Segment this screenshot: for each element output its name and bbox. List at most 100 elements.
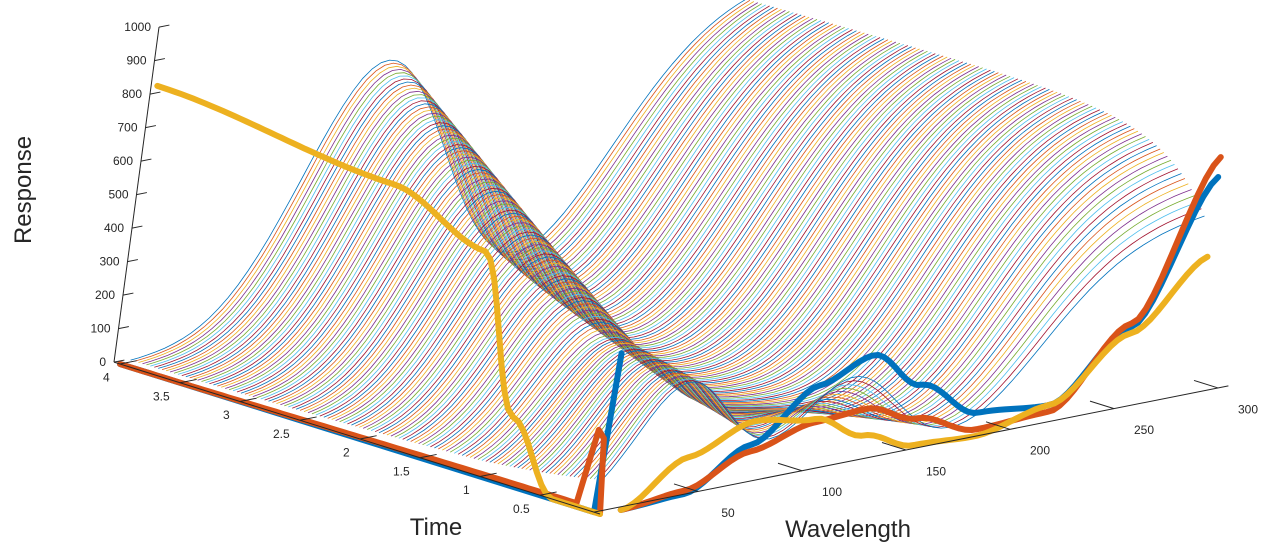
surface-line: [232, 28, 849, 392]
surface-line: [165, 8, 782, 372]
surface-line: [252, 33, 869, 397]
surface-line: [256, 34, 873, 399]
surface-line: [426, 86, 1042, 447]
y-tick-label: 1.5: [393, 464, 410, 478]
labels-group: 50 100 150 200 250 300 0.5 1 1.5 2 2.5 3 3.5 4 0 100 200…: [90, 20, 1258, 520]
y-tick: [419, 453, 437, 459]
z-tick-label: 300: [99, 255, 119, 269]
surface-line: [185, 14, 802, 378]
wavelength-profile-line: [617, 154, 1224, 513]
z-tick: [131, 225, 143, 229]
surface-line: [244, 31, 861, 395]
surface-line: [268, 38, 885, 402]
z-tick-label: 600: [113, 154, 133, 168]
surface-line: [236, 29, 853, 393]
surface-line: [169, 10, 786, 373]
surface-line: [264, 37, 881, 401]
surface-line: [485, 109, 1101, 462]
y-tick-label: 2.5: [273, 427, 290, 441]
surface-line: [545, 145, 1157, 474]
z-tick: [158, 24, 170, 28]
z-tick: [118, 326, 129, 330]
surface-line: [465, 100, 1081, 457]
axes-group: [113, 24, 1229, 515]
surface-line: [177, 12, 794, 375]
surface-line: [418, 83, 1034, 445]
surface-lines-group: [130, 0, 1205, 481]
surface-line: [272, 39, 889, 403]
surface-line: [161, 7, 778, 370]
z-tick-label: 900: [126, 54, 146, 68]
surface-line: [154, 5, 770, 368]
z-tick: [136, 192, 147, 196]
surface-line: [217, 23, 834, 387]
surface-line: [430, 87, 1046, 448]
surface-line: [134, 0, 751, 362]
surface-line: [197, 17, 814, 381]
y-tick: [479, 472, 497, 477]
z-tick-label: 200: [95, 288, 115, 302]
x-tick: [881, 442, 907, 451]
surface-line: [209, 21, 826, 385]
z-tick: [140, 158, 152, 162]
z-tick-label: 800: [122, 87, 142, 101]
wavelength-profile-line: [617, 174, 1222, 513]
surface-line: [449, 94, 1066, 453]
y-tick: [539, 491, 557, 496]
surface-line: [601, 215, 1205, 481]
surface-line: [473, 104, 1089, 459]
z-tick-label: 400: [104, 221, 124, 235]
surface-line: [189, 15, 806, 379]
x-axis-title: Wavelength: [785, 516, 911, 543]
y-axis-line: [113, 361, 601, 515]
surface-line: [537, 139, 1150, 472]
surface-line: [493, 113, 1108, 464]
surface-line: [130, 0, 746, 361]
surface-line: [288, 43, 904, 408]
surface-line: [158, 6, 774, 369]
z-tick-label: 500: [108, 188, 128, 202]
surface-line: [225, 25, 841, 389]
x-axis-line: [593, 385, 1229, 513]
y-tick-label: 3.5: [153, 389, 170, 403]
x-tick-label: 50: [721, 506, 735, 520]
y-axis-title: Time: [410, 514, 462, 541]
surface-line: [481, 107, 1097, 461]
surface-line: [181, 13, 798, 376]
z-axis-title: Response: [10, 136, 37, 244]
z-tick: [122, 292, 134, 296]
surface-line: [201, 19, 818, 382]
surface-line: [213, 22, 830, 386]
y-tick: [239, 397, 257, 402]
z-tick-label: 700: [117, 121, 137, 135]
surface-line: [248, 32, 865, 396]
x-tick: [673, 483, 699, 492]
x-tick-label: 300: [1238, 402, 1258, 416]
surface-line: [434, 89, 1050, 449]
surface-line: [205, 20, 822, 383]
y-tick: [359, 435, 377, 440]
x-tick: [985, 421, 1011, 430]
surface-line: [477, 105, 1093, 460]
surface-line: [150, 4, 766, 367]
surface-line: [541, 142, 1154, 473]
z-tick: [113, 359, 125, 363]
y-tick-label: 1: [463, 483, 470, 497]
surface-line: [489, 111, 1104, 463]
y-tick: [119, 360, 137, 365]
x-tick: [1193, 379, 1219, 389]
z-tick: [149, 91, 161, 95]
x-tick: [1089, 400, 1115, 410]
y-tick-label: 3: [223, 408, 230, 422]
surface-line: [469, 102, 1085, 458]
surface-line: [142, 2, 759, 365]
surface-line: [260, 35, 877, 400]
y-tick-label: 0.5: [513, 502, 530, 516]
surface-line: [284, 42, 901, 407]
surface-line: [138, 1, 755, 363]
surface-line: [445, 93, 1062, 452]
wavelength-profile-line: [617, 253, 1211, 513]
z-tick: [145, 125, 156, 129]
